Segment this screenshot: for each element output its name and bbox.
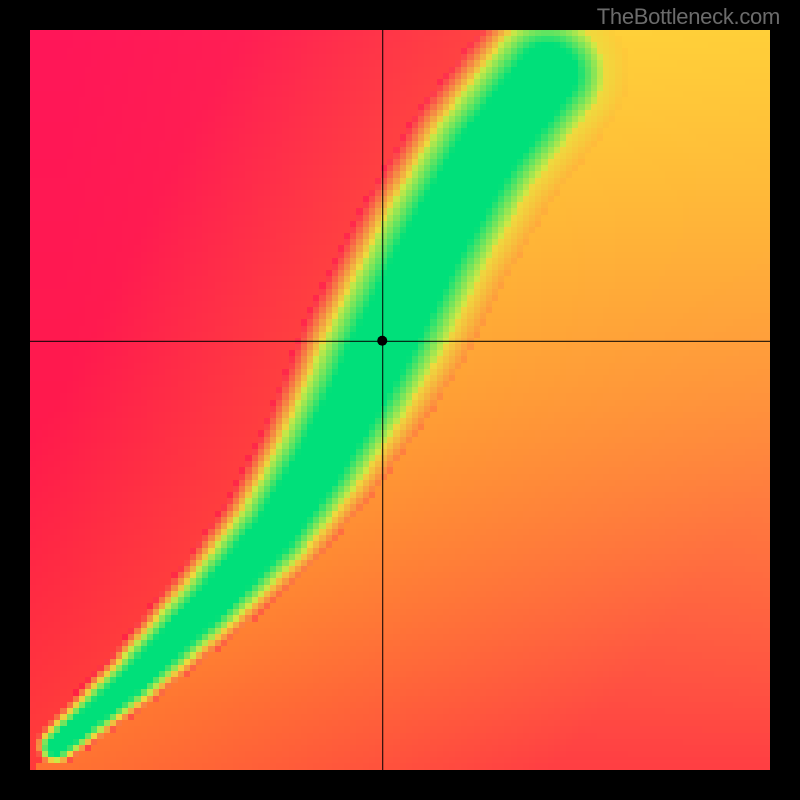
heatmap-plot xyxy=(30,30,770,770)
chart-container: TheBottleneck.com xyxy=(0,0,800,800)
heatmap-canvas xyxy=(30,30,770,770)
watermark-text: TheBottleneck.com xyxy=(597,4,780,30)
